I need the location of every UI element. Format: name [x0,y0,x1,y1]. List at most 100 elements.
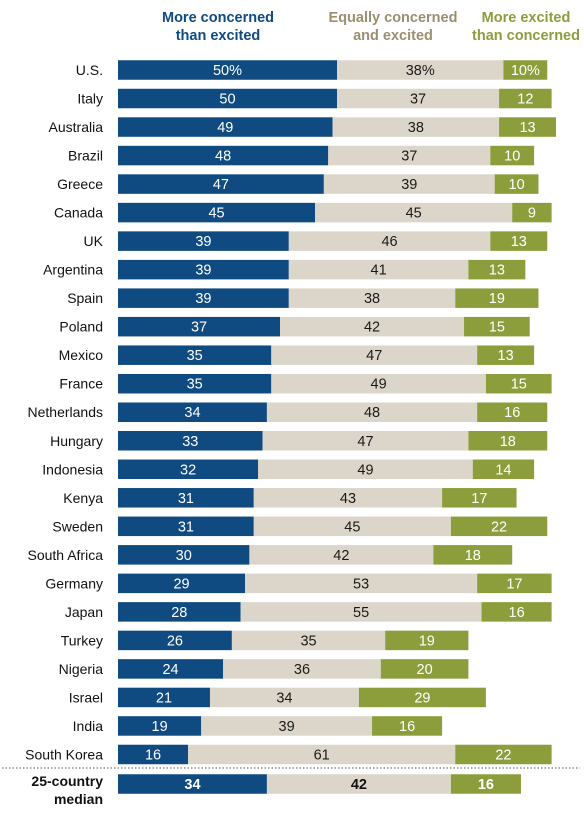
bar-segment-16-3 [450,516,548,537]
bar-segment-13-3 [468,431,548,451]
value-label-2-3: 13 [519,120,535,136]
value-label-22-1: 21 [156,690,172,706]
bar-segment-5-3 [512,202,552,223]
category-label-20: Turkey [61,632,103,648]
category-label-8: Spain [67,290,103,306]
value-label-15-2: 43 [340,491,356,507]
value-label-5-1: 45 [208,206,224,222]
bar-segment-17-3 [433,545,513,565]
bar-segment-19-2 [240,602,482,622]
value-label-18-2: 53 [353,576,369,592]
value-label-4-1: 47 [213,177,229,193]
bar-segment-22-3 [358,687,486,708]
legend-header-1-line-2: than excited [176,28,261,44]
value-label-8-3: 19 [489,291,505,307]
bar-segment-7-1 [118,259,289,280]
bar-segment-3-3 [490,145,535,166]
value-label-14-1: 32 [180,462,196,478]
value-label-21-1: 24 [162,662,178,678]
category-label-16: Sweden [52,518,103,534]
bar-segment-0-1 [118,60,337,80]
median-label-line-1: 25-country [31,773,103,789]
value-label-17-1: 30 [176,548,192,564]
value-label-21-3: 20 [417,662,433,678]
value-label-13-3: 18 [500,434,516,450]
median-bar-segment-2 [266,774,451,794]
category-label-1: Italy [77,91,103,107]
bar-segment-23-3 [372,716,443,736]
value-label-16-1: 31 [178,519,194,535]
value-label-23-1: 19 [152,719,168,735]
value-label-10-1: 35 [187,348,203,364]
value-label-13-2: 47 [357,434,373,450]
bar-segment-4-3 [494,174,539,194]
value-label-19-3: 16 [509,605,525,621]
bar-segment-18-1 [118,573,246,594]
bar-segment-3-2 [328,145,491,166]
category-label-7: Argentina [43,262,103,278]
category-label-15: Kenya [63,490,103,506]
value-label-11-3: 15 [511,377,527,393]
category-label-2: Australia [49,119,104,135]
bar-segment-22-1 [118,687,210,708]
bar-segment-14-2 [258,459,473,480]
value-label-2-2: 38 [408,120,424,136]
value-label-9-2: 42 [364,320,380,336]
bar-segment-21-1 [118,659,224,679]
value-label-19-2: 55 [353,605,369,621]
bar-segment-7-3 [468,259,526,280]
legend-header-3-line-1: More excited [482,10,571,26]
median-bar-segment-3 [450,774,521,794]
bar-segment-9-1 [118,316,281,337]
value-label-3-3: 10 [504,149,520,165]
bar-segment-20-2 [231,630,386,651]
bar-segment-2-3 [499,117,556,137]
category-label-18: Germany [45,575,103,591]
value-label-8-1: 39 [195,291,211,307]
value-label-14-2: 49 [357,462,373,478]
bar-segment-17-2 [249,545,434,565]
value-label-0-2: 38% [406,63,435,79]
value-label-5-3: 9 [528,206,536,222]
value-label-3-2: 37 [401,149,417,165]
bar-segment-14-1 [118,459,259,480]
median-label-line-2: median [54,791,103,807]
bar-segment-8-2 [288,288,456,308]
legend-header-2-line-1: Equally concerned [329,10,458,26]
bar-segment-24-2 [188,744,456,765]
bar-segment-1-1 [118,88,337,109]
category-label-5: Canada [54,205,103,221]
bar-segment-5-1 [118,202,316,223]
bar-segment-16-1 [118,516,254,537]
value-label-7-1: 39 [195,263,211,279]
category-label-10: Mexico [59,347,104,363]
value-label-1-3: 12 [517,92,533,108]
value-label-12-1: 34 [184,405,200,421]
value-label-16-3: 22 [491,519,507,535]
bar-segment-17-1 [118,545,250,565]
value-label-17-3: 18 [465,548,481,564]
bar-segment-10-1 [118,345,272,365]
value-label-18-3: 17 [506,576,522,592]
value-label-14-3: 14 [495,462,511,478]
legend-header-3-line-2: than concerned [472,28,580,44]
bar-segment-13-2 [262,431,469,451]
bar-segment-10-3 [477,345,535,365]
value-label-5-2: 45 [406,206,422,222]
bar-segment-20-1 [118,630,232,651]
bar-segment-13-1 [118,431,263,451]
category-label-22: Israel [69,689,103,705]
value-label-3-1: 48 [215,149,231,165]
value-label-10-3: 13 [498,348,514,364]
bar-segment-9-3 [464,316,530,337]
value-label-1-1: 50 [219,92,235,108]
value-label-6-3: 13 [511,234,527,250]
bar-segment-15-1 [118,488,254,508]
category-label-6: UK [84,233,104,249]
bar-segment-0-2 [337,60,504,80]
value-label-20-1: 26 [167,633,183,649]
value-label-17-2: 42 [333,548,349,564]
median-value-label-3: 16 [478,777,494,793]
value-label-6-1: 39 [195,234,211,250]
bar-segment-11-2 [271,373,486,394]
